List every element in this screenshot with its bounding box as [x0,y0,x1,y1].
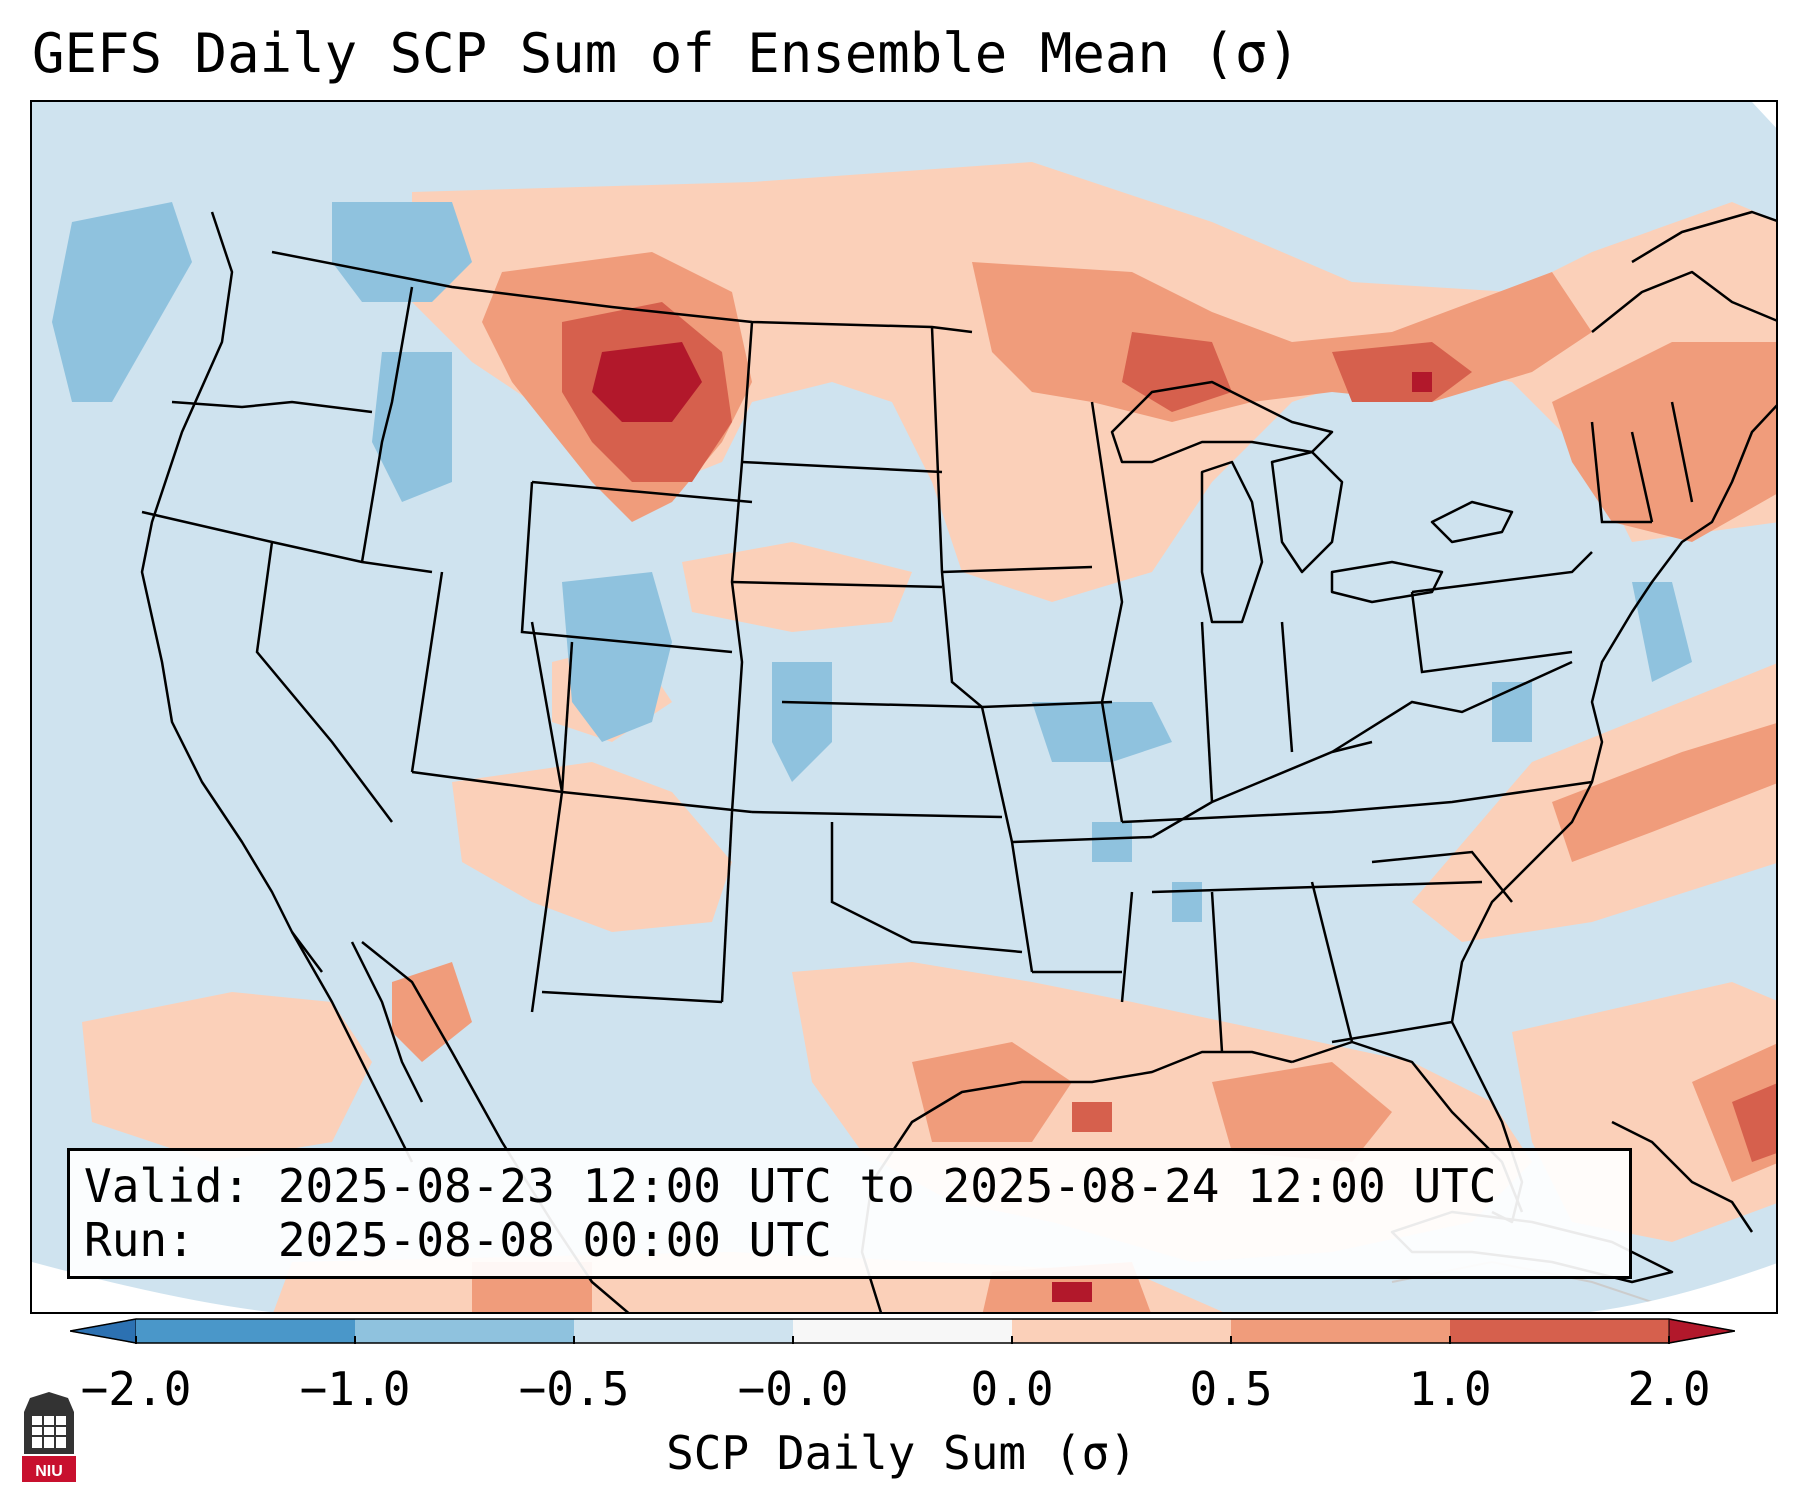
logo-banner [22,1456,76,1482]
colorbar-bin [1231,1319,1451,1343]
state-boundaries [141,250,1694,1053]
colorbar-tick-label: −0.5 [518,1362,630,1416]
colorbar-bin [136,1319,356,1343]
colorbar-label: SCP Daily Sum (σ) [666,1426,1137,1480]
projection-corner-left [32,1262,271,1312]
colorbar-tick-label: 2.0 [1627,1362,1711,1416]
anomaly-fill-negative [52,202,1692,922]
chart-title: GEFS Daily SCP Sum of Ensemble Mean (σ) [32,22,1300,85]
colorbar-bin [1450,1319,1670,1343]
colorbar-bin [574,1319,794,1343]
colorbar [70,1318,1735,1344]
map-canvas [32,102,1776,1312]
colorbar-extend-high [1668,1318,1735,1344]
colorbar-extend-low [70,1318,137,1344]
niu-logo: NIU [22,1392,76,1482]
colorbar-bin [793,1319,1013,1343]
valid-run-info-box: Valid: 2025-08-23 12:00 UTC to 2025-08-2… [67,1148,1632,1279]
colorbar-tick-label: 1.0 [1408,1362,1492,1416]
colorbar-tick-label: 0.0 [970,1362,1054,1416]
projection-corner-right [1589,1263,1776,1312]
map-panel [30,100,1778,1314]
colorbar-tick-label: −1.0 [299,1362,411,1416]
valid-time-line: Valid: 2025-08-23 12:00 UTC to 2025-08-2… [84,1159,1497,1213]
colorbar-tick-label: −2.0 [80,1362,192,1416]
anomaly-fill-positive-max [592,342,1432,1302]
colorbar-tick-label: −0.0 [737,1362,849,1416]
colorbar-bin [355,1319,575,1343]
colorbar-tick-label: 0.5 [1189,1362,1273,1416]
colorbar-bin [1012,1319,1232,1343]
run-time-line: Run: 2025-08-08 00:00 UTC [84,1213,832,1267]
logo-text: NIU [35,1463,63,1480]
